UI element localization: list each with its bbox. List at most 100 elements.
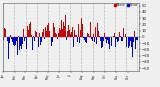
- Bar: [115, 37, 116, 47]
- Bar: [129, 37, 130, 46]
- Bar: [18, 36, 19, 37]
- Bar: [87, 33, 88, 37]
- Bar: [127, 37, 128, 48]
- Bar: [102, 32, 103, 37]
- Bar: [64, 26, 65, 37]
- Bar: [88, 34, 89, 37]
- Bar: [56, 34, 57, 37]
- Bar: [94, 37, 95, 42]
- Bar: [75, 35, 76, 37]
- Bar: [14, 37, 15, 46]
- Bar: [130, 37, 131, 41]
- Bar: [135, 37, 136, 49]
- Bar: [126, 37, 127, 48]
- Bar: [118, 37, 119, 41]
- Bar: [72, 27, 73, 37]
- Bar: [131, 37, 132, 47]
- Bar: [98, 31, 99, 37]
- Bar: [86, 37, 87, 43]
- Bar: [93, 34, 94, 37]
- Bar: [25, 37, 26, 38]
- Bar: [125, 34, 126, 37]
- Bar: [111, 37, 112, 44]
- Bar: [107, 37, 108, 40]
- Bar: [57, 37, 58, 39]
- Bar: [122, 37, 123, 41]
- Bar: [44, 37, 45, 39]
- Bar: [78, 24, 79, 37]
- Bar: [49, 31, 50, 37]
- Bar: [16, 37, 17, 41]
- Bar: [92, 37, 93, 41]
- Bar: [90, 22, 91, 37]
- Bar: [53, 23, 54, 37]
- Bar: [36, 33, 37, 37]
- Bar: [52, 37, 53, 42]
- Bar: [10, 35, 11, 37]
- Bar: [73, 37, 74, 47]
- Legend: Above, Below: Above, Below: [114, 3, 138, 7]
- Bar: [68, 25, 69, 37]
- Bar: [89, 36, 90, 37]
- Bar: [116, 37, 117, 39]
- Bar: [136, 37, 137, 40]
- Bar: [43, 29, 44, 37]
- Bar: [70, 34, 71, 37]
- Bar: [76, 35, 77, 37]
- Bar: [96, 33, 97, 37]
- Bar: [35, 31, 36, 37]
- Bar: [13, 37, 14, 45]
- Bar: [46, 31, 47, 37]
- Bar: [113, 36, 114, 37]
- Bar: [23, 29, 24, 37]
- Bar: [100, 37, 101, 41]
- Bar: [137, 37, 138, 40]
- Bar: [77, 37, 78, 42]
- Bar: [62, 29, 63, 37]
- Bar: [3, 37, 4, 40]
- Bar: [65, 15, 66, 37]
- Bar: [71, 32, 72, 37]
- Bar: [20, 33, 21, 37]
- Bar: [63, 22, 64, 37]
- Bar: [60, 30, 61, 37]
- Bar: [103, 37, 104, 41]
- Bar: [134, 31, 135, 37]
- Bar: [9, 37, 10, 43]
- Bar: [121, 37, 122, 39]
- Bar: [79, 37, 80, 43]
- Bar: [84, 37, 85, 40]
- Bar: [54, 27, 55, 37]
- Bar: [61, 24, 62, 37]
- Bar: [132, 37, 133, 57]
- Bar: [47, 25, 48, 37]
- Bar: [114, 33, 115, 37]
- Bar: [48, 23, 49, 37]
- Bar: [106, 37, 107, 44]
- Bar: [31, 35, 32, 37]
- Bar: [119, 32, 120, 37]
- Bar: [27, 26, 28, 37]
- Bar: [32, 37, 33, 50]
- Bar: [45, 27, 46, 37]
- Bar: [8, 37, 9, 59]
- Bar: [117, 37, 118, 42]
- Bar: [91, 37, 92, 39]
- Bar: [109, 37, 110, 49]
- Bar: [12, 37, 13, 42]
- Bar: [101, 37, 102, 48]
- Bar: [21, 37, 22, 49]
- Bar: [41, 37, 42, 42]
- Bar: [39, 33, 40, 37]
- Bar: [15, 37, 16, 46]
- Bar: [19, 37, 20, 50]
- Bar: [26, 37, 27, 46]
- Bar: [104, 33, 105, 37]
- Bar: [40, 37, 41, 45]
- Bar: [95, 27, 96, 37]
- Bar: [85, 37, 86, 42]
- Bar: [17, 37, 18, 55]
- Bar: [128, 37, 129, 48]
- Bar: [123, 28, 124, 37]
- Bar: [80, 29, 81, 37]
